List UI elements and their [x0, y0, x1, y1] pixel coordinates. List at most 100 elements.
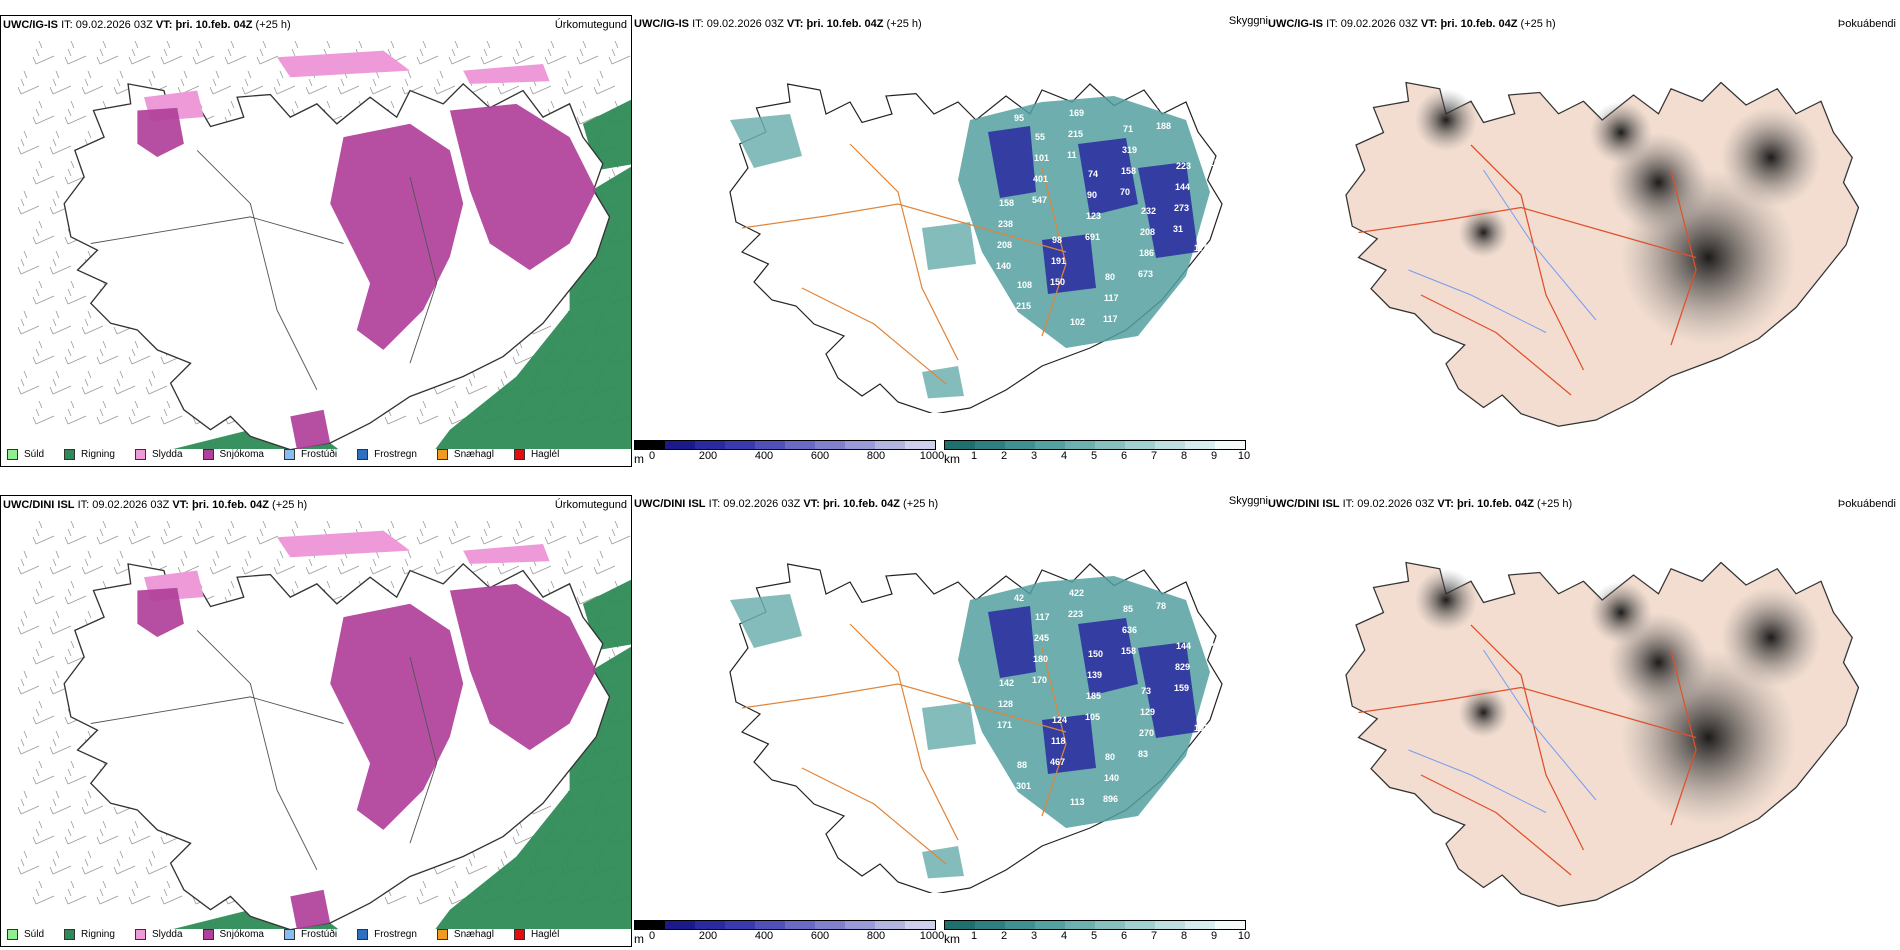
legend-swatch: [202, 449, 214, 460]
visibility-value-label: 140: [1104, 773, 1119, 783]
vt-value: þri. 10.feb. 04Z: [191, 499, 269, 511]
colorbar-tick: 7: [1150, 930, 1158, 942]
visibility-value-label: 171: [997, 720, 1012, 730]
visibility-m-colorbar: 0 200 400 600 800 1000: [634, 920, 944, 944]
wind-barb: [576, 520, 599, 545]
wind-barb: [32, 880, 55, 905]
visibility-value-label: 153: [1193, 744, 1208, 754]
visibility-value-label: 129: [1140, 707, 1155, 717]
wind-barb: [256, 520, 279, 545]
wind-barb: [337, 550, 360, 575]
colorbar-tick: 5: [1090, 450, 1098, 462]
wind-barb: [401, 550, 424, 575]
legend-item: Snjókoma: [202, 929, 264, 940]
wind-barb: [544, 520, 567, 545]
colorbar-tick: 400: [754, 450, 774, 462]
legend-swatch: [357, 929, 369, 940]
very-low-visibility-area: [988, 606, 1036, 678]
colorbar-segment: [1125, 441, 1155, 449]
wind-barb: [64, 760, 87, 785]
colorbar-tick: 1000: [919, 450, 945, 462]
wind-barb: [241, 550, 264, 575]
wind-barb: [96, 880, 119, 905]
visibility-value-label: 896: [1103, 794, 1118, 804]
wind-barb: [529, 70, 552, 95]
visibility-value-label: 245: [1034, 633, 1049, 643]
wind-barb: [64, 880, 87, 905]
legend-item: Frostregn: [357, 449, 417, 460]
visibility-value-label: 346: [1209, 638, 1224, 648]
fog-area: [1458, 207, 1509, 258]
legend-swatch: [7, 929, 18, 940]
legend-item: Súld: [7, 449, 44, 460]
visibility-value-label: 185: [1086, 691, 1101, 701]
visibility-value-label: 215: [1068, 129, 1083, 139]
wind-barb: [113, 70, 136, 95]
fog-map: [1345, 81, 1860, 427]
wind-barb: [448, 880, 471, 905]
lead-time: (+25 h): [255, 19, 291, 31]
wind-barb: [32, 820, 55, 845]
wind-barb: [160, 820, 183, 845]
visibility-value-label: 170: [1032, 675, 1047, 685]
wind-barb: [32, 40, 55, 65]
colorbar-segment: [1155, 441, 1185, 449]
unit-km: km: [944, 452, 960, 466]
wind-barb: [273, 70, 296, 95]
wind-barb: [64, 820, 87, 845]
wind-barb: [64, 100, 87, 125]
wind-barb: [49, 370, 72, 395]
wind-barb: [384, 880, 407, 905]
visibility-value-label: 238: [998, 219, 1013, 229]
visibility-value-label: 90: [1087, 190, 1097, 200]
fog-map: [1345, 561, 1860, 907]
wind-barb: [177, 550, 200, 575]
wind-barb: [512, 40, 535, 65]
wind-barb: [608, 40, 631, 65]
visibility-value-label: 11: [1067, 150, 1077, 160]
legend-item: Frostregn: [357, 929, 417, 940]
wind-barb: [145, 370, 168, 395]
very-low-visibility-area: [1078, 618, 1138, 696]
colorbar-tick: 5: [1090, 930, 1098, 942]
fog-title: Þokuábendi: [1837, 18, 1896, 30]
visibility-value-label: 467: [1050, 757, 1065, 767]
colorbar-segment: [1095, 921, 1125, 929]
visibility-value-label: 101: [1034, 153, 1049, 163]
wind-barb: [81, 370, 104, 395]
visibility-value-label: 223: [1068, 609, 1083, 619]
visibility-value-label: 70: [1120, 187, 1130, 197]
visibility-value-label: 180: [1033, 654, 1048, 664]
vt-value: þri. 10.feb. 04Z: [806, 18, 884, 30]
snow-area: [137, 107, 184, 158]
visibility-value-label: 215: [1016, 301, 1031, 311]
visibility-value-label: 205: [1193, 264, 1208, 274]
colorbar-tick: 1: [970, 930, 978, 942]
wind-barb: [416, 520, 439, 545]
snow-area: [449, 103, 597, 271]
visibility-value-label: 179: [1192, 765, 1207, 775]
colorbar-tick: 3: [1030, 930, 1038, 942]
wind-barb: [273, 550, 296, 575]
precip-type-title: Úrkomutegund: [554, 499, 627, 511]
legend-swatch: [513, 929, 525, 940]
roads: [90, 630, 438, 871]
fog-area: [1721, 107, 1821, 208]
colorbar-segment: [1005, 921, 1035, 929]
snow-area: [449, 583, 597, 751]
snow-area: [330, 603, 464, 830]
visibility-value-label: 102: [1070, 317, 1085, 327]
visibility-value-label: 142: [999, 678, 1014, 688]
wind-barb: [177, 70, 200, 95]
visibility-value-label: 117: [1103, 314, 1118, 324]
wind-barb: [448, 40, 471, 65]
legend-swatch: [436, 929, 448, 940]
visibility-value-label: 55: [1035, 132, 1045, 142]
wind-barb: [81, 550, 104, 575]
colorbar-segment: [815, 921, 845, 929]
colorbar-segment: [875, 921, 905, 929]
wind-barb: [17, 310, 40, 335]
visibility-value-label: 95: [1014, 113, 1024, 123]
lead-time: (+25 h): [903, 498, 939, 510]
visibility-value-label: 118: [1051, 736, 1066, 746]
